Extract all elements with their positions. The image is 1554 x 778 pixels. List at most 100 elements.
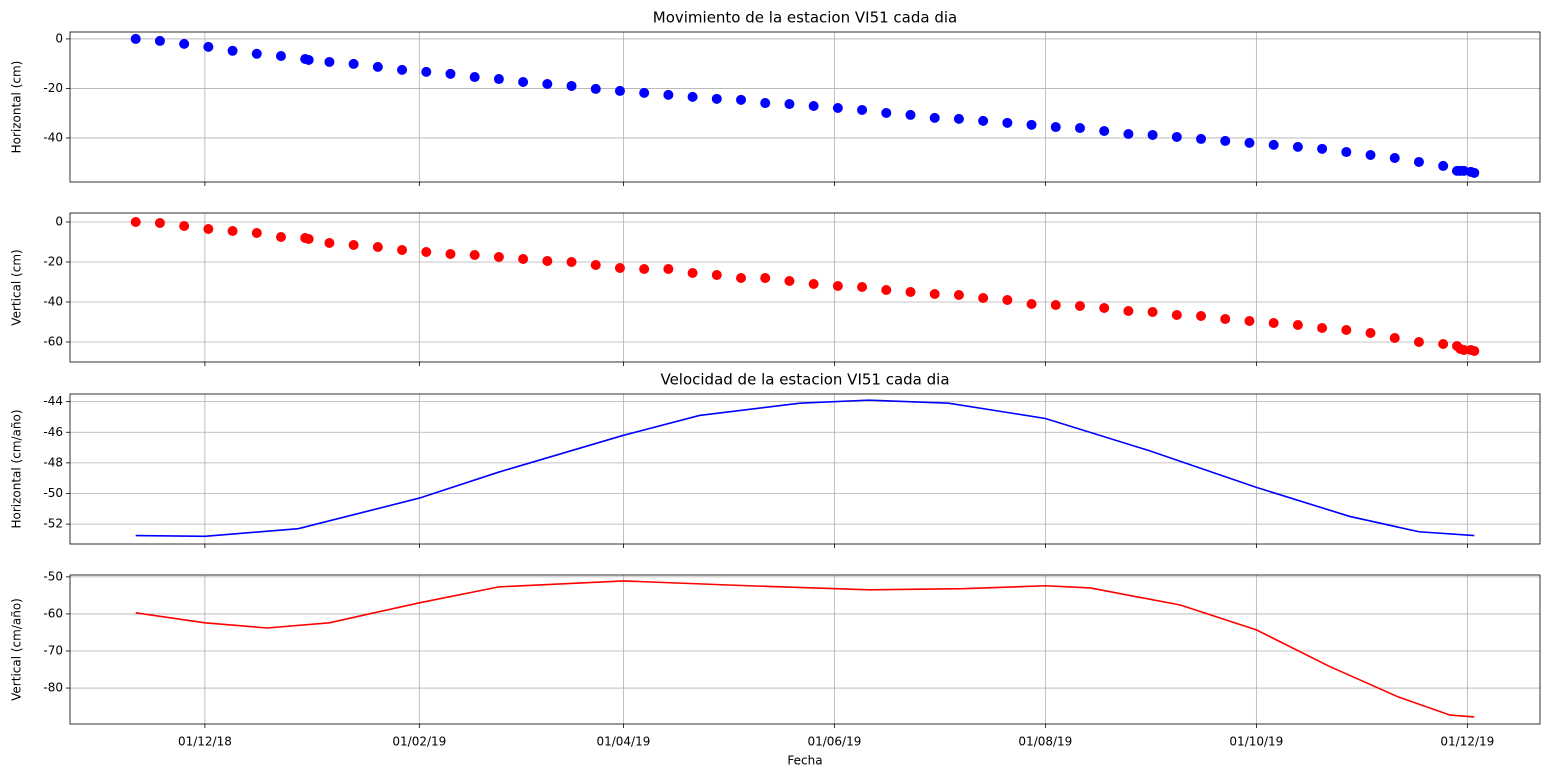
- point: [154, 35, 165, 46]
- point: [445, 68, 456, 79]
- point: [303, 234, 314, 244]
- x-tick-label: 01/10/19: [1229, 735, 1283, 749]
- point: [1050, 122, 1061, 133]
- point: [905, 109, 916, 120]
- point: [348, 58, 359, 69]
- y-tick-label: -52: [43, 517, 63, 531]
- point: [251, 48, 262, 59]
- y-tick-label: -50: [43, 569, 63, 583]
- point: [639, 264, 650, 274]
- point: [397, 64, 408, 75]
- plot-frame: [69, 31, 1541, 183]
- point: [1438, 339, 1449, 349]
- y-axis-label: Vertical (cm/año): [10, 598, 24, 701]
- point: [469, 72, 480, 83]
- point: [1074, 123, 1085, 134]
- point: [518, 254, 529, 264]
- point: [1268, 139, 1279, 150]
- point: [1147, 307, 1158, 317]
- point: [1171, 310, 1182, 320]
- y-axis-label: Horizontal (cm/año): [10, 409, 24, 528]
- plot-frame: [69, 212, 1541, 363]
- point: [929, 289, 940, 299]
- point: [760, 273, 771, 283]
- point: [130, 33, 141, 44]
- y-tick-label: 0: [55, 31, 63, 45]
- y-axis-label: Vertical (cm): [10, 249, 24, 325]
- point: [1220, 314, 1231, 324]
- point: [760, 98, 771, 109]
- y-tick-label: -50: [43, 486, 63, 500]
- point: [784, 99, 795, 110]
- point: [736, 94, 747, 105]
- point: [1413, 337, 1424, 347]
- point: [614, 263, 625, 273]
- point: [130, 217, 141, 227]
- point: [303, 54, 314, 65]
- point: [953, 113, 964, 124]
- point: [1123, 128, 1134, 139]
- point: [275, 232, 286, 242]
- point: [857, 104, 868, 115]
- line: [135, 399, 1475, 538]
- point: [1196, 311, 1207, 321]
- point: [1413, 156, 1424, 167]
- point: [832, 281, 843, 291]
- point: [203, 224, 214, 234]
- point: [953, 290, 964, 300]
- point: [469, 250, 480, 260]
- point: [1469, 346, 1480, 356]
- point: [1292, 141, 1303, 152]
- point: [324, 238, 335, 248]
- point: [1292, 320, 1303, 330]
- point: [324, 56, 335, 67]
- x-tick-label: 01/12/19: [1440, 735, 1494, 749]
- point: [566, 257, 577, 267]
- point: [808, 101, 819, 112]
- x-tick-label: 01/06/19: [807, 735, 861, 749]
- point: [1317, 323, 1328, 333]
- point: [1147, 129, 1158, 140]
- y-tick-label: -20: [43, 81, 63, 95]
- point: [1389, 333, 1400, 343]
- point: [590, 260, 601, 270]
- point: [179, 38, 190, 49]
- point: [857, 282, 868, 292]
- point: [808, 279, 819, 289]
- y-tick-label: -60: [43, 606, 63, 620]
- x-tick-label: 01/02/19: [392, 735, 446, 749]
- y-axis-label: Horizontal (cm): [10, 61, 24, 154]
- plot-frame: [69, 574, 1541, 725]
- x-tick-label: 01/08/19: [1018, 735, 1072, 749]
- point: [1196, 133, 1207, 144]
- point: [421, 247, 432, 257]
- point: [1026, 119, 1037, 130]
- point: [566, 80, 577, 91]
- point: [881, 107, 892, 118]
- point: [348, 240, 359, 250]
- point: [421, 66, 432, 77]
- point: [1171, 131, 1182, 142]
- point: [1050, 300, 1061, 310]
- y-tick-label: -44: [43, 394, 63, 408]
- point: [881, 285, 892, 295]
- point: [1341, 325, 1352, 335]
- y-tick-label: -80: [43, 681, 63, 695]
- point: [687, 91, 698, 102]
- point: [1469, 167, 1480, 178]
- point: [1458, 345, 1469, 355]
- plot-frame: [69, 393, 1541, 545]
- point: [639, 87, 650, 98]
- point: [542, 78, 553, 89]
- y-tick-label: -40: [43, 295, 63, 309]
- point: [1002, 295, 1013, 305]
- y-tick-label: -70: [43, 643, 63, 657]
- y-tick-label: -40: [43, 130, 63, 144]
- point: [590, 83, 601, 94]
- point: [227, 226, 238, 236]
- y-tick-label: -46: [43, 425, 63, 439]
- point: [1365, 150, 1376, 161]
- y-tick-label: 0: [55, 215, 63, 229]
- point: [203, 41, 214, 52]
